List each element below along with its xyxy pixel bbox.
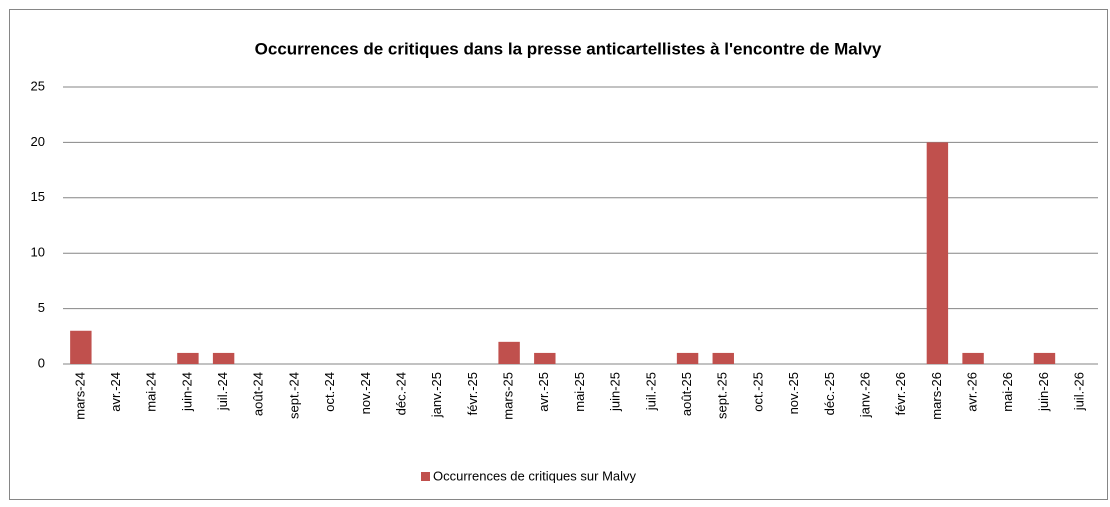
x-tick-label: déc.-24: [393, 372, 408, 415]
x-tick-label: juil.-24: [215, 372, 230, 411]
bar: [926, 142, 949, 364]
x-tick-label: oct.-25: [750, 372, 765, 412]
bar: [676, 352, 699, 364]
x-tick-label: avr.-26: [965, 372, 980, 412]
y-tick-label: 0: [38, 355, 45, 370]
x-tick-label: juin-26: [1036, 372, 1051, 412]
x-tick-label: juin-25: [608, 372, 623, 412]
y-tick-label: 20: [31, 134, 45, 149]
x-tick-label: déc.-25: [822, 372, 837, 415]
x-tick-label: mai-26: [1000, 372, 1015, 412]
chart-border: [9, 9, 1108, 500]
x-tick-label: mai-24: [144, 372, 159, 412]
bar: [962, 352, 984, 364]
x-tick-label: nov.-24: [358, 372, 373, 414]
y-tick-label: 15: [31, 189, 45, 204]
x-tick-label: sept.-24: [286, 372, 301, 419]
chart-title: Occurrences de critiques dans la presse …: [255, 39, 882, 58]
x-tick-label: nov.-25: [786, 372, 801, 414]
x-tick-label: juil.-26: [1072, 372, 1087, 411]
x-tick-label: juil.-25: [643, 372, 658, 411]
x-tick-label: févr.-26: [893, 372, 908, 415]
bar: [498, 341, 520, 364]
legend-label: Occurrences de critiques sur Malvy: [433, 468, 637, 483]
x-tick-label: avr.-24: [108, 372, 123, 412]
x-tick-label: mars-26: [929, 372, 944, 420]
x-tick-label: févr.-25: [465, 372, 480, 415]
x-tick-label: sept.-25: [715, 372, 730, 419]
y-tick-label: 25: [31, 78, 45, 93]
y-tick-label: 10: [31, 245, 45, 260]
bar: [1033, 352, 1056, 364]
x-tick-label: août-25: [679, 372, 694, 416]
x-tick-label: avr.-25: [536, 372, 551, 412]
bar: [177, 352, 199, 364]
bar: [212, 352, 235, 364]
x-tick-label: mars-24: [72, 372, 87, 420]
x-tick-label: janv.-25: [429, 372, 444, 418]
x-tick-label: août-24: [251, 372, 266, 416]
bar: [70, 330, 92, 364]
x-tick-label: juin-24: [179, 372, 194, 412]
x-tick-label: janv.-26: [857, 372, 872, 418]
y-tick-label: 5: [38, 300, 45, 315]
x-tick-label: oct.-24: [322, 372, 337, 412]
x-tick-label: mars-25: [501, 372, 516, 420]
legend-swatch: [421, 472, 430, 481]
bar: [712, 352, 734, 364]
x-tick-label: mai-25: [572, 372, 587, 412]
bar: [534, 352, 556, 364]
